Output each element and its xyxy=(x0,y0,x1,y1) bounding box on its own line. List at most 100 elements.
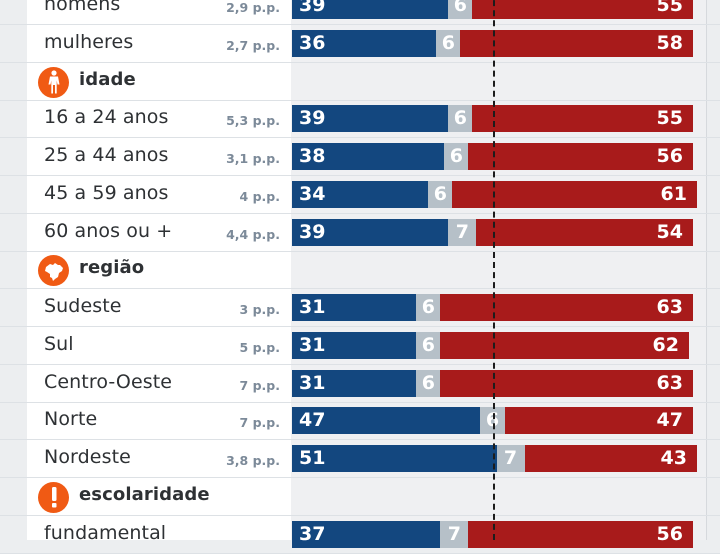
row-label: 16 a 24 anos xyxy=(44,106,169,129)
bar-series-b xyxy=(476,218,693,246)
bar-neutral-label: 6 xyxy=(485,409,500,432)
bar-neutral-label: 6 xyxy=(453,107,468,130)
margin-value: 4,4 p.p. xyxy=(226,226,280,242)
margin-value: 4 p.p. xyxy=(239,188,280,204)
table-row: 60 anos ou + 4,4 p.p. 39 7 54 xyxy=(0,214,720,252)
table-row: 16 a 24 anos 5,3 p.p. 39 6 55 xyxy=(0,100,720,139)
bar-series-b xyxy=(468,143,693,170)
bar-series-b xyxy=(504,407,693,435)
bar-series-a-label: 47 xyxy=(299,409,326,432)
bar-series-a-label: 39 xyxy=(299,0,326,16)
row-label: mulheres xyxy=(44,30,134,53)
bar-series-a xyxy=(292,218,449,246)
bar-series-a-label: 39 xyxy=(299,107,326,130)
table-row: Sul 5 p.p. 31 6 62 xyxy=(0,327,720,365)
row-label: Nordeste xyxy=(44,446,131,468)
bar-neutral xyxy=(416,294,441,321)
bar-series-b-label: 63 xyxy=(656,296,683,318)
bar-series-b-label: 43 xyxy=(660,447,687,469)
row-label: 25 a 44 anos xyxy=(44,144,169,166)
bar-series-a-label: 36 xyxy=(299,31,326,54)
row-label: Centro-Oeste xyxy=(44,370,173,393)
bar-neutral-label: 6 xyxy=(441,31,455,54)
brazil-map-icon xyxy=(38,255,69,287)
row-label: homens xyxy=(44,0,121,15)
bar-series-b-label: 56 xyxy=(656,145,683,167)
bar-series-b-label: 58 xyxy=(656,31,683,54)
bar-neutral xyxy=(448,105,473,133)
bar-neutral xyxy=(448,218,477,246)
bar-neutral-label: 6 xyxy=(433,182,447,205)
margin-value: 2,7 p.p. xyxy=(226,37,280,53)
bar-series-b xyxy=(440,331,689,359)
bar-neutral-label: 6 xyxy=(421,371,435,394)
margin-value: 3,8 p.p. xyxy=(226,453,280,468)
bar-neutral-label: 6 xyxy=(421,296,435,318)
bar-neutral xyxy=(448,0,473,19)
bar-series-b-label: 61 xyxy=(660,182,687,205)
bar-neutral-label: 6 xyxy=(453,0,468,16)
bar-series-a xyxy=(292,29,437,57)
group-label: escolaridade xyxy=(79,483,210,505)
group-header: região xyxy=(0,251,720,290)
person-icon-glyph xyxy=(48,70,59,94)
right-divider xyxy=(706,0,707,540)
bar-series-a-label: 31 xyxy=(299,371,326,394)
bar-series-b-label: 63 xyxy=(656,371,683,394)
row-label: Sudeste xyxy=(44,295,122,317)
bar-series-a xyxy=(292,105,449,133)
bar-neutral-label: 6 xyxy=(449,145,464,167)
bar-series-a xyxy=(292,445,497,472)
row-label: 60 anos ou + xyxy=(44,219,173,242)
row-label: Sul xyxy=(44,332,74,355)
person-icon xyxy=(38,66,69,98)
bar-neutral xyxy=(436,29,461,57)
table-row: 45 a 59 anos 4 p.p. 34 6 61 xyxy=(0,176,720,214)
exclamation-icon xyxy=(38,481,69,513)
margin-value: 3,1 p.p. xyxy=(226,151,280,166)
bar-series-b xyxy=(460,29,693,57)
bar-neutral xyxy=(444,143,469,170)
bar-series-b-label: 55 xyxy=(656,107,683,130)
bar-series-a-label: 39 xyxy=(299,220,326,243)
table-row: mulheres 2,7 p.p. 36 6 58 xyxy=(0,25,720,63)
bar-series-a-label: 31 xyxy=(299,296,326,318)
margin-value: 7 p.p. xyxy=(239,377,280,393)
table-row: Nordeste 3,8 p.p. 51 7 43 xyxy=(0,440,720,478)
bar-series-a xyxy=(292,180,429,208)
exclamation-icon-glyph xyxy=(51,487,56,508)
bar-series-b-label: 55 xyxy=(656,0,683,16)
bar-neutral-label: 7 xyxy=(503,447,518,469)
bar-series-b xyxy=(472,0,693,19)
margin-value: 2,9 p.p. xyxy=(226,0,280,15)
bar-series-b-label: 56 xyxy=(656,522,683,545)
bar-neutral xyxy=(428,180,453,208)
group-label: região xyxy=(79,257,145,279)
table-row: Sudeste 3 p.p. 31 6 63 xyxy=(0,289,720,327)
bar-neutral-label: 7 xyxy=(447,522,461,545)
bar-neutral xyxy=(480,407,505,435)
bar-series-b xyxy=(524,445,697,472)
bar-neutral-label: 6 xyxy=(421,333,435,356)
margin-value: 7 p.p. xyxy=(239,415,280,431)
row-label: fundamental xyxy=(44,521,167,544)
row-label: 45 a 59 anos xyxy=(44,181,169,204)
row-label: Norte xyxy=(44,408,98,431)
reference-line-50 xyxy=(492,0,495,540)
table-row: Centro-Oeste 7 p.p. 31 6 63 xyxy=(0,365,720,403)
bar-series-a-label: 51 xyxy=(299,447,326,469)
bar-series-a xyxy=(292,369,417,397)
group-header: escolaridade xyxy=(0,478,720,516)
bar-series-a xyxy=(292,143,445,170)
table-row: 25 a 44 anos 3,1 p.p. 38 6 56 xyxy=(0,138,720,176)
bar-series-a xyxy=(292,331,417,359)
bar-series-a-label: 31 xyxy=(299,333,326,356)
bar-series-a xyxy=(292,294,417,321)
margin-value: 5,3 p.p. xyxy=(226,113,280,129)
group-label: idade xyxy=(79,68,136,90)
margin-value: 3 p.p. xyxy=(239,302,280,317)
bar-neutral xyxy=(416,331,441,359)
table-row: fundamental 37 7 56 xyxy=(0,516,720,554)
table-row: homens 2,9 p.p. 39 6 55 xyxy=(0,0,720,25)
